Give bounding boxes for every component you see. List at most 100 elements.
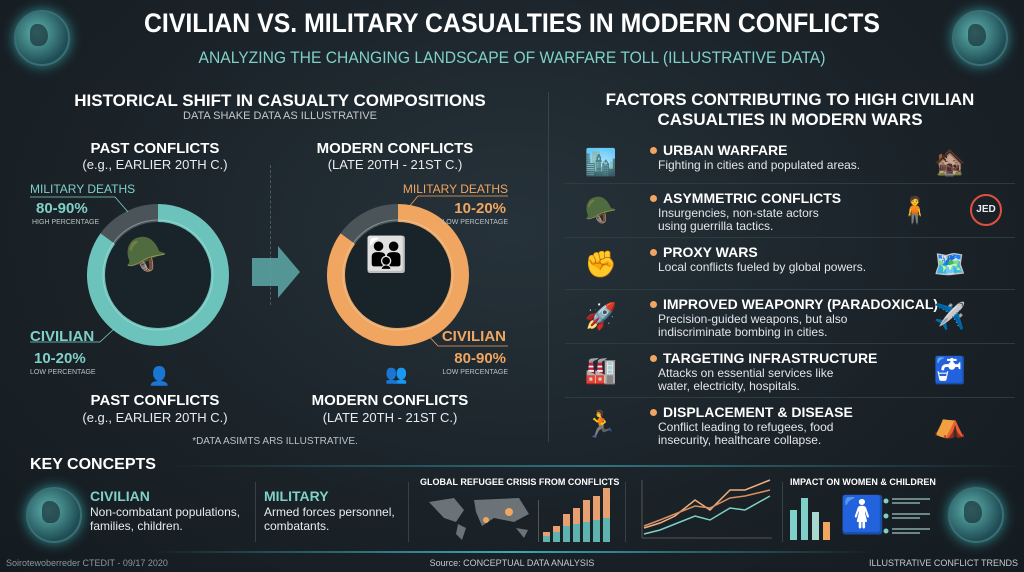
factor-icon: 🚀 — [584, 301, 618, 331]
family-icon: 👪 — [365, 236, 408, 274]
factor-item: 🚀 IMPROVED WEAPONRY (PARADOXICAL) Precisio… — [570, 294, 1020, 344]
refugee-bar-top — [563, 514, 570, 526]
factor-icon: ✊ — [584, 249, 618, 279]
factor-title: IMPROVED WEAPONRY (PARADOXICAL) — [663, 296, 939, 312]
factor-item: 🏙️ URBAN WARFARE Fighting in cities and po… — [570, 140, 1020, 190]
refugee-bar — [543, 536, 550, 542]
impact-bar — [801, 498, 808, 540]
refugee-bar — [553, 532, 560, 542]
factor-item: 🏃 DISPLACEMENT & DISEASE Conflict leading … — [570, 402, 1020, 452]
impact-bar — [823, 522, 830, 540]
bullet-icon — [650, 195, 657, 202]
woman-icon: 🚺 — [840, 494, 885, 535]
factor-desc: Conflict leading to refugees, food — [658, 420, 834, 434]
factors-title: FACTORS CONTRIBUTING TO HIGH CIVILIAN — [605, 90, 975, 109]
group-icon: 👥 — [385, 364, 408, 384]
modern-civilian-value: 80-90% — [454, 350, 506, 367]
divider — [548, 92, 549, 442]
globe-icon — [14, 10, 70, 66]
modern-military-note: LOW PERCENTAGE — [442, 219, 508, 226]
past-period-bottom: (e.g., EARLIER 20TH C.) — [82, 410, 228, 425]
factors-title-2: CASUALTIES IN MODERN WARS — [657, 110, 923, 129]
modern-civilian-note: LOW PERCENTAGE — [442, 369, 508, 376]
past-civilian-label: CIVILIAN — [30, 328, 95, 345]
factor-desc: using guerrilla tactics. — [658, 219, 774, 233]
refugee-bar — [573, 524, 580, 542]
donut-charts — [30, 195, 508, 347]
globe-icon — [26, 487, 82, 543]
military-label: MILITARY — [264, 488, 329, 504]
footer-tag: ILLUSTRATIVE CONFLICT TRENDS — [868, 558, 1018, 568]
past-donut — [87, 204, 229, 346]
factor-item: 🪖 ASYMMETRIC CONFLICTS Insurgencies, non-s… — [570, 188, 1020, 238]
factor-illustration-icon: 🏚️ — [933, 147, 967, 177]
data-note: *DATA ASIMTS ARS ILLUSTRATIVE. — [192, 436, 358, 447]
trend-line-peach — [643, 489, 771, 527]
impact-legend-lines — [883, 498, 930, 534]
factor-title: DISPLACEMENT & DISEASE — [663, 404, 853, 420]
refugee-bar — [603, 518, 610, 542]
factor-icon: 🏃 — [584, 409, 618, 439]
factor-icon: 🪖 — [584, 195, 618, 225]
no-ied-icon: JED — [970, 194, 1002, 226]
factor-desc: insecurity, healthcare collapse. — [658, 433, 822, 447]
past-military-label: MILITARY DEATHS — [30, 182, 136, 196]
page-subtitle: ANALYZING THE CHANGING LANDSCAPE OF WARF… — [198, 48, 826, 67]
factor-desc: water, electricity, hospitals. — [658, 379, 800, 393]
refugee-bar-top — [543, 532, 550, 536]
modern-period: (LATE 20TH - 21ST C.) — [327, 157, 463, 172]
arrow-icon — [252, 246, 300, 298]
world-map-icon — [429, 498, 529, 540]
factor-title: ASYMMETRIC CONFLICTS — [663, 190, 842, 206]
past-title-bottom: PAST CONFLICTS — [90, 392, 220, 409]
donut-segment-minor — [100, 204, 159, 245]
globe-icon — [948, 487, 1004, 543]
modern-title: MODERN CONFLICTS — [316, 140, 474, 157]
factor-desc: Fighting in cities and populated areas. — [658, 158, 861, 172]
factor-icon: 🏭 — [584, 355, 618, 385]
factor-item: 🏭 TARGETING INFRASTRUCTURE Attacks on esse… — [570, 348, 1020, 398]
refugee-bar — [593, 520, 600, 542]
factor-illustration-icon: 🚰 — [933, 355, 967, 385]
factor-desc: Attacks on essential services like — [658, 366, 834, 380]
impact-bar — [790, 510, 797, 540]
trend-line-orange — [643, 479, 771, 529]
past-period: (e.g., EARLIER 20TH C.) — [82, 157, 228, 172]
factor-illustration-icon: ⛺ — [933, 409, 967, 439]
modern-military-label: MILITARY DEATHS — [402, 182, 508, 196]
past-military-value: 80-90% — [36, 200, 88, 217]
bullet-icon — [650, 147, 657, 154]
page-title: CIVILIAN VS. MILITARY CASUALTIES IN MODE… — [143, 8, 881, 38]
bullet-icon — [650, 355, 657, 362]
past-military-note: HIGH PERCENTAGE — [32, 219, 100, 226]
bullet-icon — [650, 409, 657, 416]
refugee-bar-top — [593, 496, 600, 520]
modern-donut — [327, 204, 469, 346]
modern-title-bottom: MODERN CONFLICTS — [311, 392, 469, 409]
section-title: HISTORICAL SHIFT IN CASUALTY COMPOSITION… — [74, 91, 486, 110]
refugee-bar-chart — [538, 488, 610, 542]
impact-bar — [812, 512, 819, 540]
factor-illustration-icon: ✈️ — [933, 301, 967, 331]
refugee-bar-top — [573, 508, 580, 524]
factor-desc: Local conflicts fueled by global powers. — [658, 260, 867, 274]
past-civilian-value: 10-20% — [34, 350, 86, 367]
soldier-icon: 👤 — [148, 366, 171, 386]
factor-desc: Insurgencies, non-state actors — [658, 206, 819, 220]
modern-period-bottom: (LATE 20TH - 21ST C.) — [322, 410, 458, 425]
factor-title: TARGETING INFRASTRUCTURE — [663, 350, 878, 366]
key-concepts-title: KEY CONCEPTS — [30, 456, 156, 473]
refugee-bar-top — [553, 526, 560, 532]
factor-illustration-icon: 🗺️ — [933, 249, 967, 279]
bullet-icon — [650, 249, 657, 256]
globe-icon — [952, 10, 1008, 66]
impact-chart-title: IMPACT ON WOMEN & CHILDREN — [790, 477, 936, 487]
refugee-bar — [583, 522, 590, 542]
factor-icon: 🏙️ — [584, 147, 618, 177]
footer-source: Source: CONCEPTUAL DATA ANALYSIS — [429, 558, 595, 568]
military-desc: Armed forces personnel, combatants. — [264, 505, 395, 533]
impact-bar-chart — [790, 495, 835, 540]
civilian-label: CIVILIAN — [90, 488, 150, 504]
bullet-icon — [650, 301, 657, 308]
refugee-bar — [563, 526, 570, 542]
